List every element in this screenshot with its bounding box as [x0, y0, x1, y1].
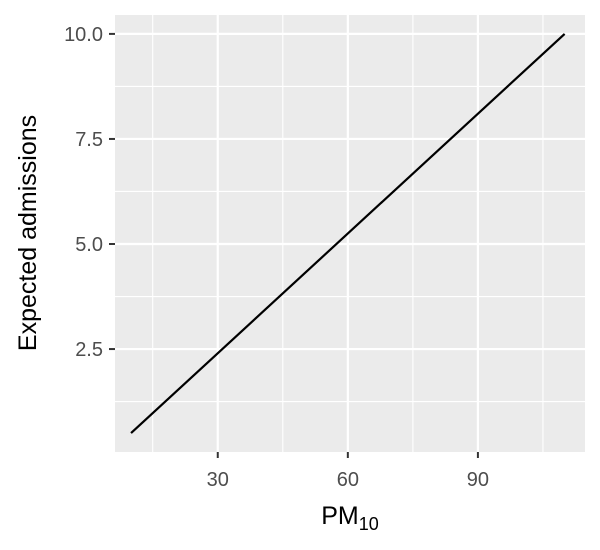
x-axis-title-subscript: 10: [359, 514, 379, 534]
y-tick-label-0: 2.5: [75, 339, 103, 361]
y-axis: 2.5 5.0 7.5 10.0: [64, 24, 115, 361]
y-tick-label-1: 5.0: [75, 234, 103, 256]
minor-grid: [115, 15, 585, 452]
x-axis-title: PM10: [321, 502, 379, 534]
x-axis-title-main: PM: [321, 502, 359, 530]
x-tick-label-0: 30: [207, 469, 229, 491]
y-tick-label-2: 7.5: [75, 129, 103, 151]
series-layer: [130, 33, 566, 434]
y-axis-title: Expected admissions: [14, 115, 42, 351]
series-line-0: [130, 33, 566, 434]
x-axis: 30 60 90: [207, 452, 489, 491]
x-tick-label-2: 90: [467, 469, 489, 491]
y-tick-label-3: 10.0: [64, 24, 103, 46]
x-tick-label-1: 60: [337, 469, 359, 491]
